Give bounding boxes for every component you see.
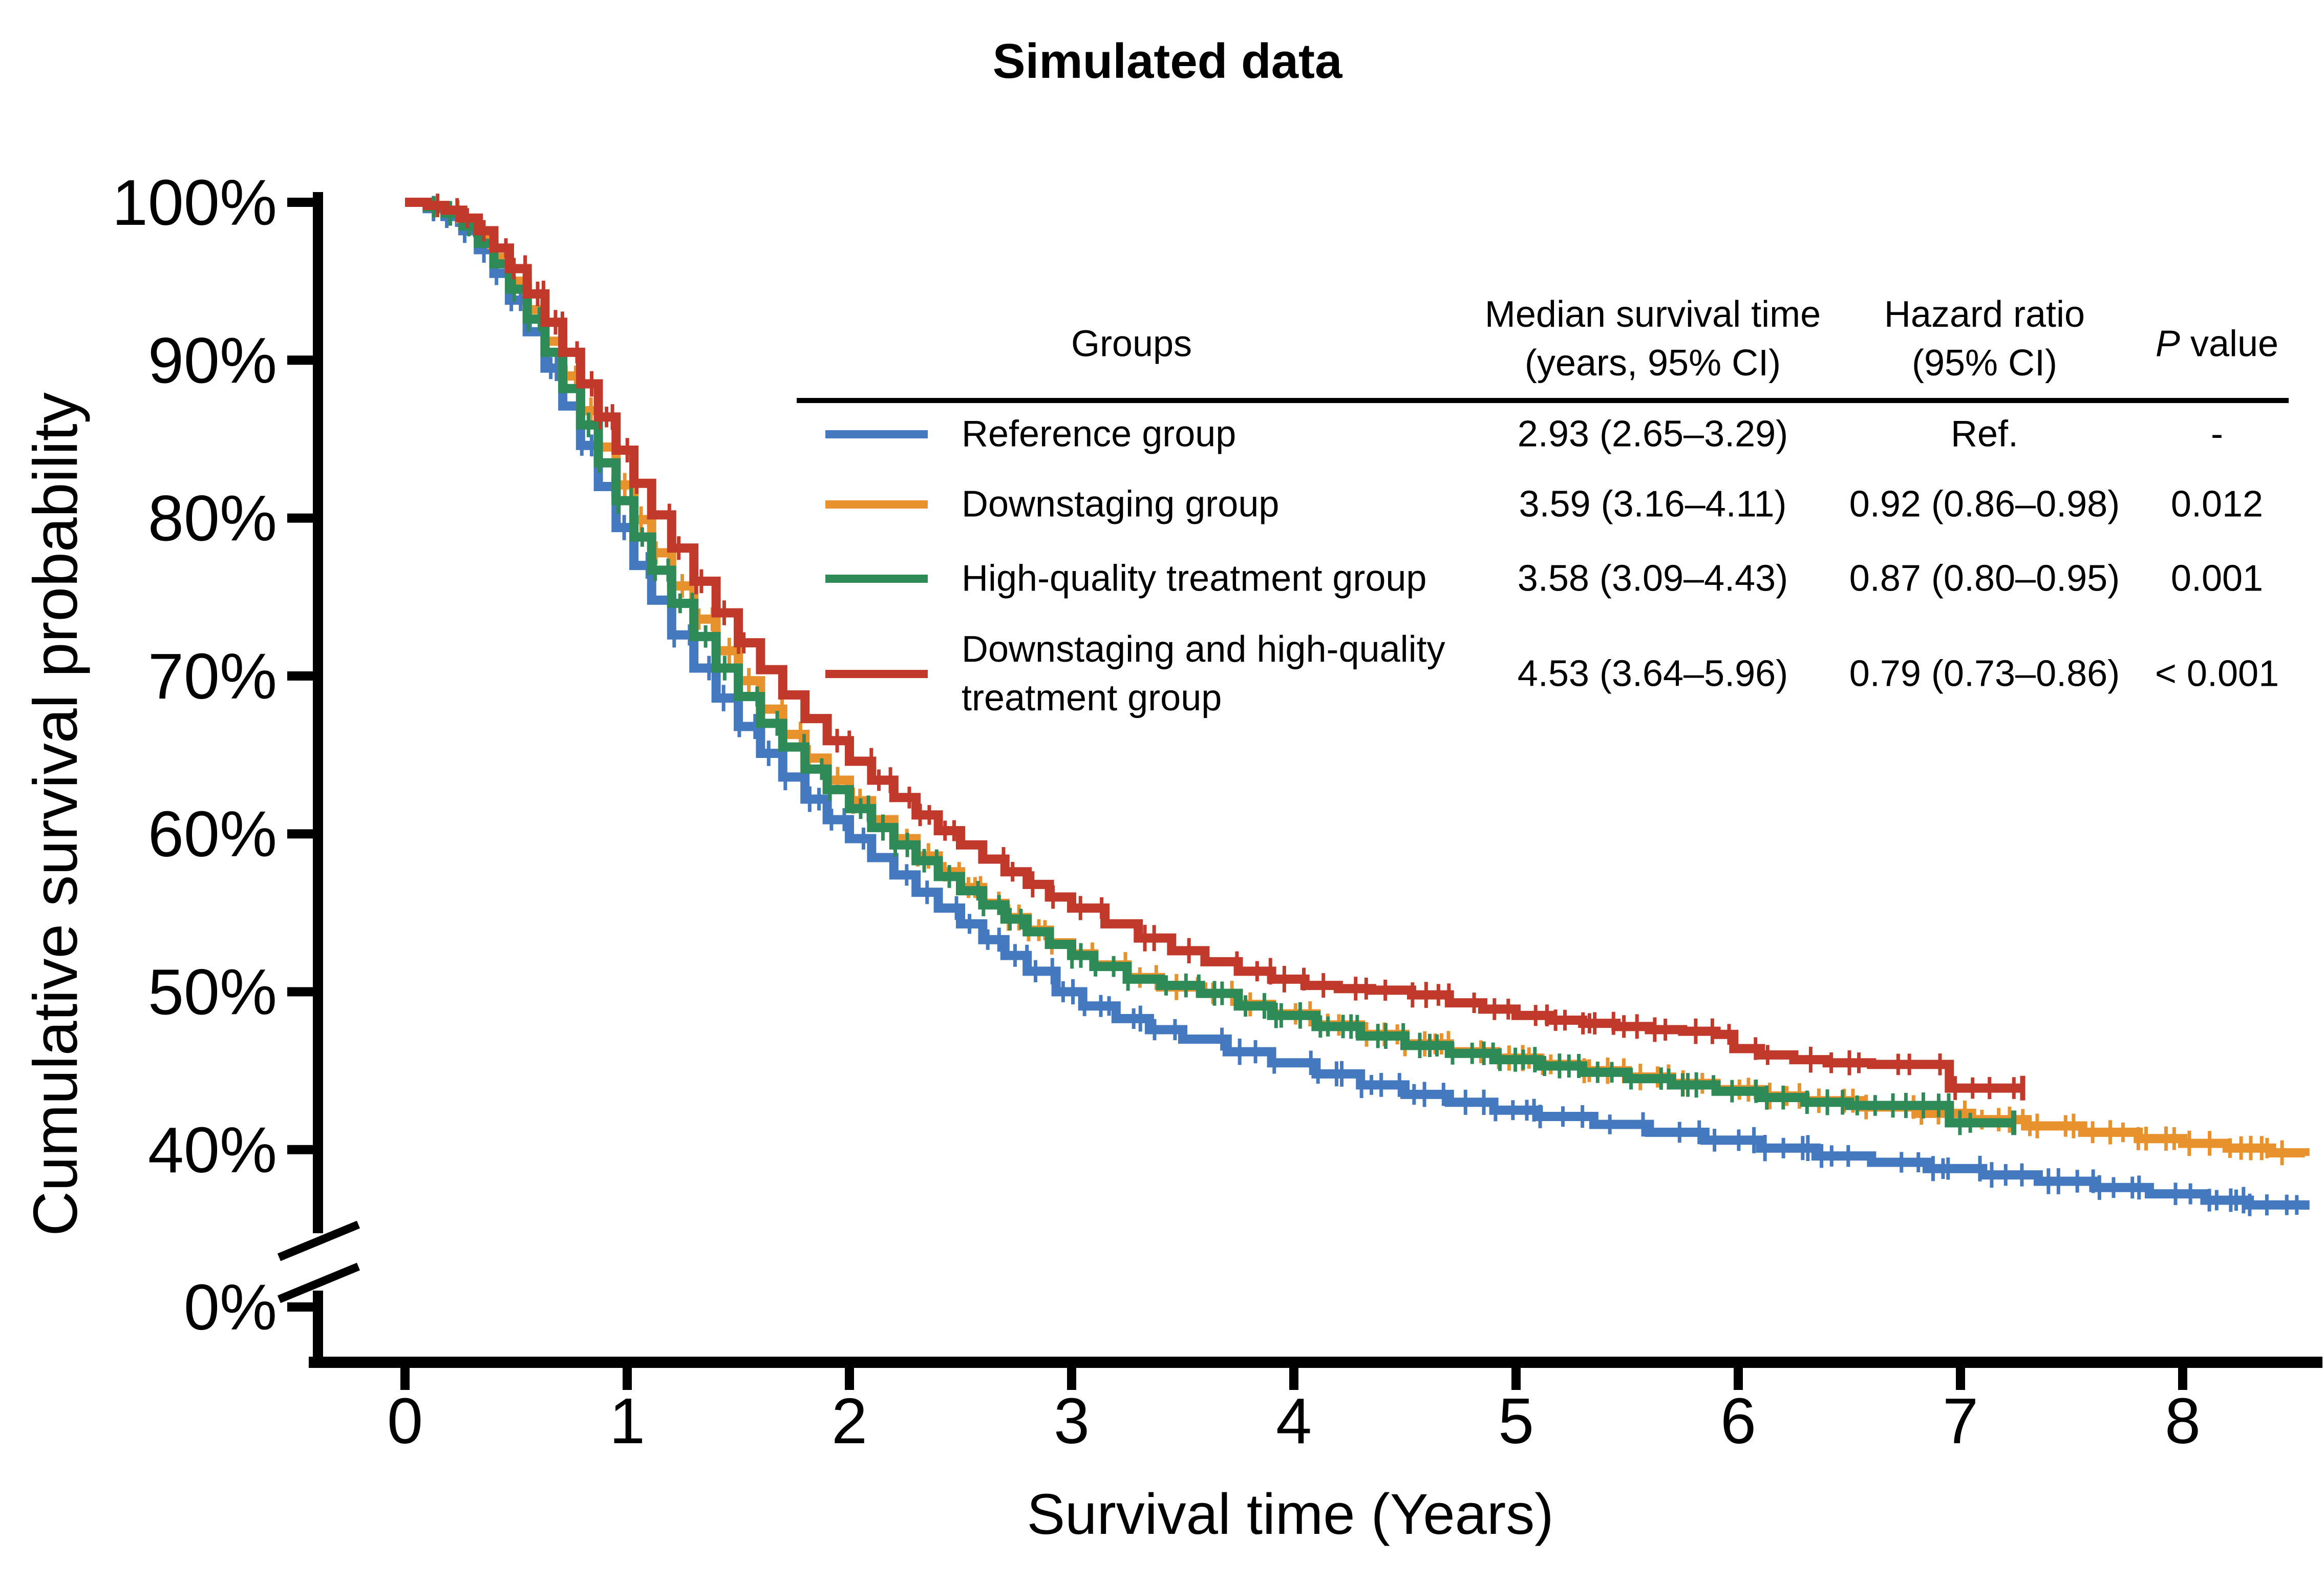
y-tick-label: 80% xyxy=(148,482,277,555)
x-tick-label: 6 xyxy=(1720,1385,1756,1457)
y-tick-label: 40% xyxy=(148,1114,277,1186)
censor-marks xyxy=(436,194,2025,1101)
survival-curve-downstaging-group xyxy=(405,198,2310,1157)
x-tick-label: 4 xyxy=(1276,1385,1312,1457)
x-tick-label: 0 xyxy=(387,1385,423,1457)
x-tick-label: 1 xyxy=(609,1385,645,1457)
y-tick-label: 50% xyxy=(148,956,277,1028)
x-axis-title: Survival time (Years) xyxy=(1027,1482,1553,1546)
chart-title: Simulated data xyxy=(993,34,1342,89)
y-tick-label: 0% xyxy=(184,1271,277,1343)
survival-curves xyxy=(405,194,2310,1216)
censor-marks xyxy=(432,196,2299,1216)
y-axis-title: Cumulative survival probability xyxy=(20,392,90,1236)
y-tick-label: 90% xyxy=(148,324,277,396)
axes: 100% 90% 80% 70% 60% 50% 40% 0% 0 1 2 3 4 5 6 7 8 xyxy=(112,166,2322,1457)
censor-marks xyxy=(456,200,2284,1166)
y-tick-label: 60% xyxy=(148,798,277,870)
x-tick-label: 5 xyxy=(1498,1385,1534,1457)
y-tick-label: 100% xyxy=(112,166,277,239)
y-tick-label: 70% xyxy=(148,640,277,712)
x-tick-label: 2 xyxy=(831,1385,867,1457)
survival-curve-reference-group xyxy=(405,198,2310,1210)
x-tick-label: 7 xyxy=(1943,1385,1978,1457)
x-tick-label: 8 xyxy=(2165,1385,2201,1457)
x-tick-label: 3 xyxy=(1054,1385,1090,1457)
survival-curve-high-quality-treatment-group xyxy=(405,198,2014,1128)
survival-curve-downstaging-and-high-quality-treatment-group xyxy=(405,198,2023,1093)
censor-marks xyxy=(432,196,2017,1135)
